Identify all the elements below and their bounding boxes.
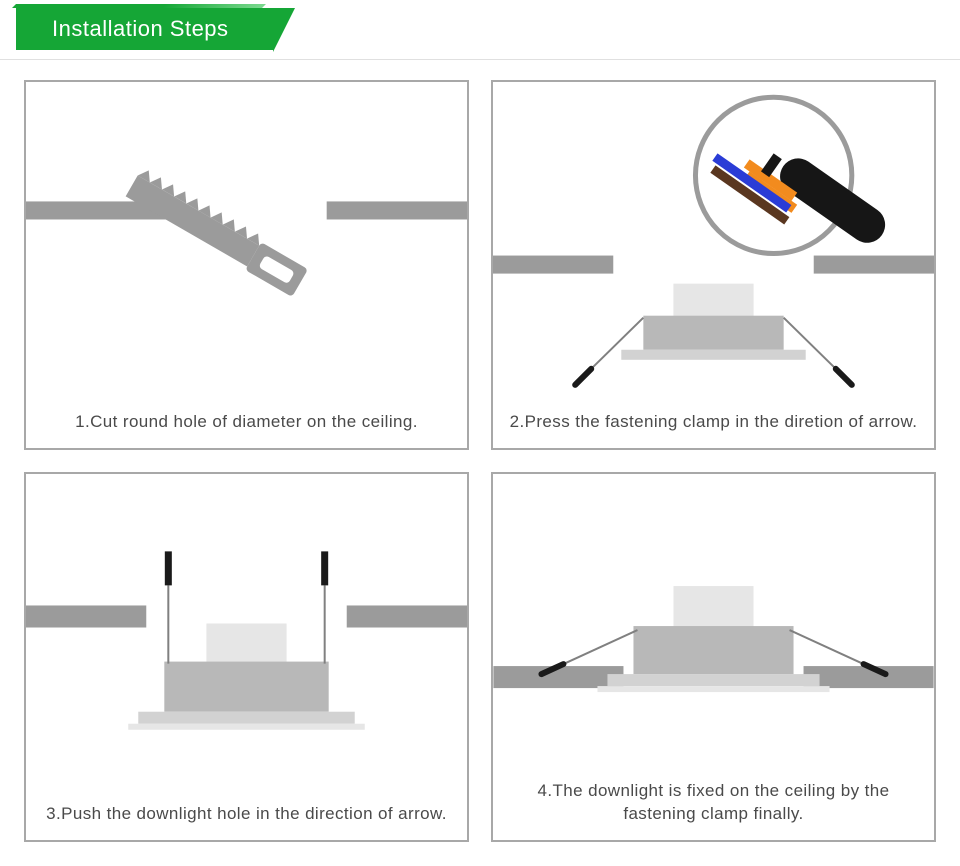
panel-4-figure [493,474,934,774]
step4-svg [493,474,934,774]
panel-2-caption: 2.Press the fastening clamp in the diret… [493,405,934,448]
panel-2-figure [493,82,934,405]
panel-4: 4.The downlight is fixed on the ceiling … [491,472,936,842]
panel-4-caption: 4.The downlight is fixed on the ceiling … [493,774,934,840]
panel-2: 2.Press the fastening clamp in the diret… [491,80,936,450]
step2-svg [493,82,934,405]
panels-grid: 1.Cut round hole of diameter on the ceil… [0,80,960,866]
panel-1-caption: 1.Cut round hole of diameter on the ceil… [26,405,467,448]
panel-3: 3.Push the downlight hole in the directi… [24,472,469,842]
step1-svg [26,82,467,405]
panel-1-figure [26,82,467,405]
step3-svg [26,474,467,797]
panel-3-figure [26,474,467,797]
header-title: Installation Steps [52,16,229,41]
panel-3-caption: 3.Push the downlight hole in the directi… [26,797,467,840]
header: Installation Steps [0,0,960,60]
header-title-tab: Installation Steps [16,8,273,50]
panel-1: 1.Cut round hole of diameter on the ceil… [24,80,469,450]
